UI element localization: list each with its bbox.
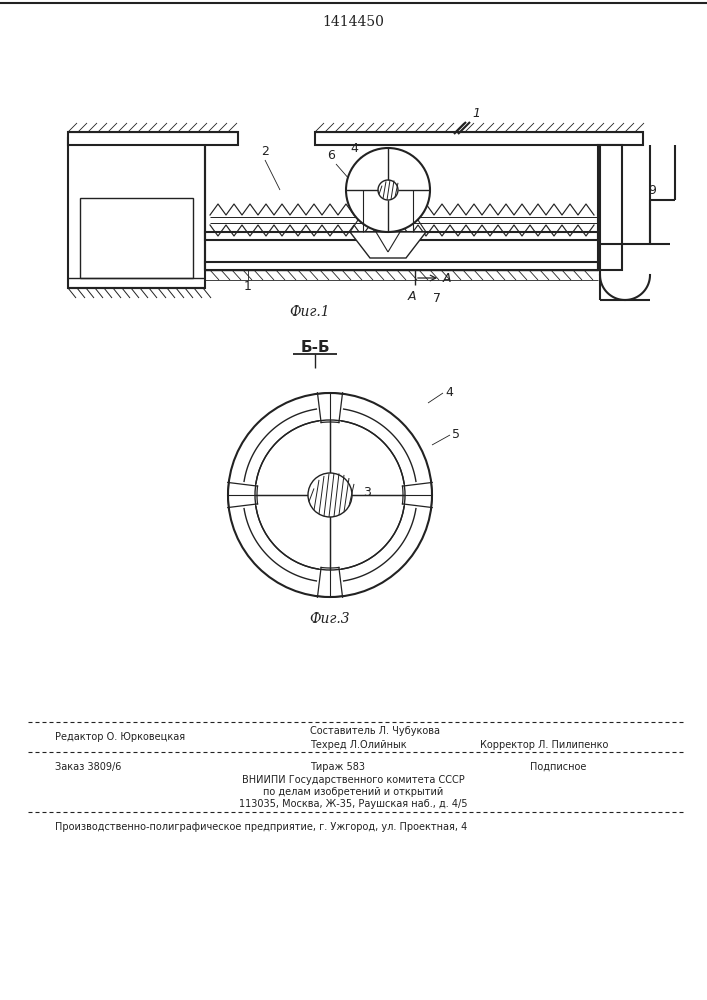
Text: 1414450: 1414450 (322, 15, 384, 29)
Text: Заказ 3809/6: Заказ 3809/6 (55, 762, 122, 772)
Text: Производственно-полиграфическое предприятие, г. Ужгород, ул. Проектная, 4: Производственно-полиграфическое предприя… (55, 822, 467, 832)
Text: A: A (443, 271, 452, 284)
Text: Фиг.1: Фиг.1 (290, 305, 330, 319)
Circle shape (255, 420, 405, 570)
Text: ВНИИПИ Государственного комитета СССР: ВНИИПИ Государственного комитета СССР (242, 775, 464, 785)
Text: Техред Л.Олийнык: Техред Л.Олийнык (310, 740, 407, 750)
Text: Тираж 583: Тираж 583 (310, 762, 365, 772)
Circle shape (346, 148, 430, 232)
Circle shape (308, 473, 352, 517)
Bar (205, 262, 598, 270)
Text: 6: 6 (327, 149, 335, 162)
Text: 5: 5 (452, 428, 460, 442)
Circle shape (378, 180, 398, 200)
Bar (315, 132, 643, 145)
Text: Корректор Л. Пилипенко: Корректор Л. Пилипенко (480, 740, 609, 750)
Text: 1: 1 (472, 107, 480, 120)
Text: 3: 3 (363, 486, 371, 498)
Circle shape (228, 393, 432, 597)
Text: Б-Б: Б-Б (300, 340, 329, 355)
Text: A: A (408, 290, 416, 303)
Text: 2: 2 (261, 145, 269, 158)
Bar (68, 132, 238, 145)
Text: 7: 7 (433, 292, 441, 305)
Text: Фиг.3: Фиг.3 (310, 612, 350, 626)
Text: Подписное: Подписное (530, 762, 586, 772)
Text: 4: 4 (350, 142, 358, 155)
Text: 4: 4 (445, 386, 453, 399)
Text: Составитель Л. Чубукова: Составитель Л. Чубукова (310, 726, 440, 736)
Bar (80, 198, 193, 278)
Bar (68, 138, 205, 288)
Text: 9: 9 (648, 184, 656, 196)
Text: 1: 1 (244, 280, 252, 293)
Text: 3: 3 (405, 167, 413, 180)
Text: Редактор О. Юрковецкая: Редактор О. Юрковецкая (55, 732, 185, 742)
Bar (598, 145, 622, 270)
Bar (205, 232, 598, 240)
Polygon shape (350, 232, 426, 258)
Text: по делам изобретений и открытий: по делам изобретений и открытий (263, 787, 443, 797)
Text: 113035, Москва, Ж-35, Раушская наб., д. 4/5: 113035, Москва, Ж-35, Раушская наб., д. … (239, 799, 467, 809)
